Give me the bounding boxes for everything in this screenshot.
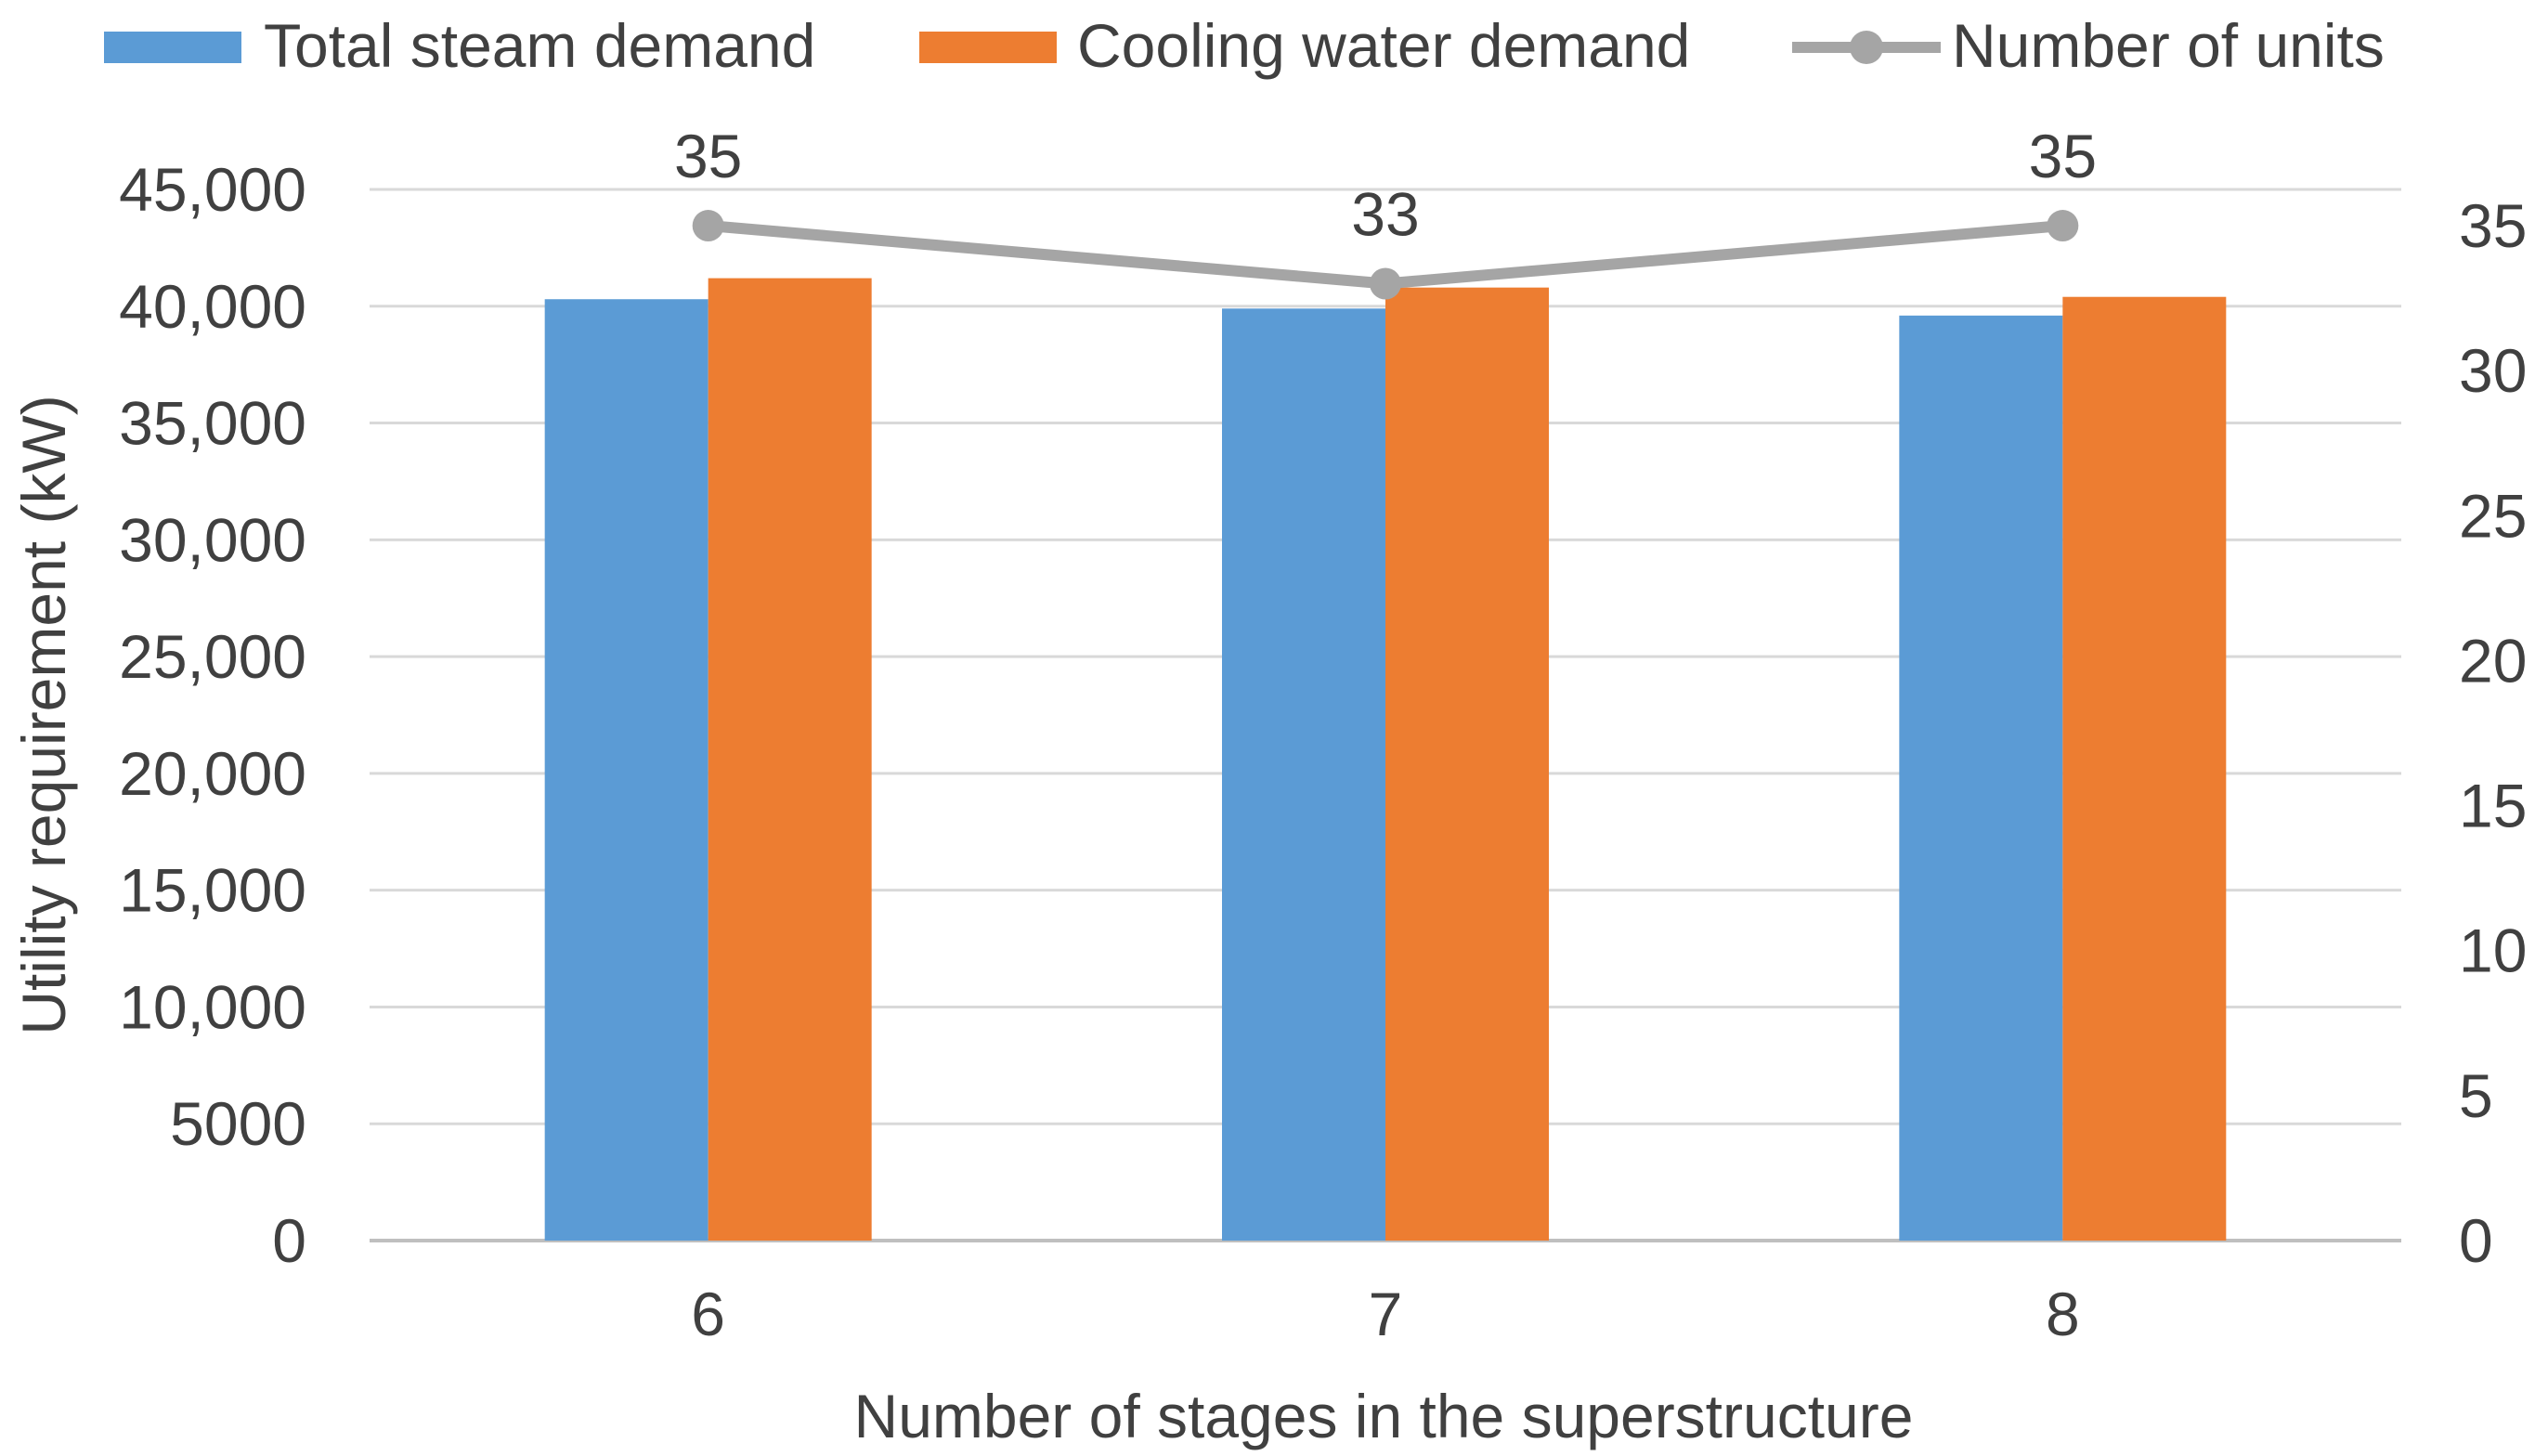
y2-tick-label: 10	[2459, 916, 2527, 985]
y-tick-label: 35,000	[119, 389, 306, 458]
legend-label-cooling-water: Cooling water demand	[1077, 11, 1690, 80]
y-tick-label: 0	[272, 1206, 306, 1275]
y-tick-label: 45,000	[119, 155, 306, 224]
bar-total-steam	[1222, 308, 1385, 1241]
y-tick-label: 10,000	[119, 972, 306, 1041]
bars	[544, 278, 2227, 1242]
number-of-units-data-label: 35	[674, 122, 742, 190]
legend: Total steam demand Cooling water demand …	[104, 11, 2385, 80]
y-axis-ticks: 0 5000 10,000 15,000 20,000 25,000 30,000 35,00…	[119, 155, 306, 1275]
y2-axis-ticks: 0 5 10 15 20 25 30 35	[2459, 191, 2527, 1275]
legend-swatch-total-steam	[104, 32, 241, 63]
y-tick-label: 40,000	[119, 272, 306, 341]
bar-cooling-water	[2062, 296, 2227, 1241]
number-of-units-data-label: 33	[1351, 179, 1419, 248]
y2-tick-label: 15	[2459, 772, 2527, 840]
y-axis-title: Utility requirement (kW)	[9, 395, 78, 1034]
x-tick-label: 7	[1369, 1280, 1403, 1348]
bar-total-steam	[1899, 315, 2063, 1242]
legend-label-number-of-units: Number of units	[1952, 11, 2385, 80]
number-of-units-data-label: 35	[2029, 122, 2097, 190]
y2-tick-label: 35	[2459, 191, 2527, 260]
number-of-units-point	[1370, 267, 1401, 300]
bar-cooling-water	[708, 278, 872, 1242]
y2-tick-label: 20	[2459, 626, 2527, 695]
legend-marker-number-of-units	[1850, 31, 1883, 64]
y-tick-label: 15,000	[119, 856, 306, 925]
legend-swatch-cooling-water	[919, 32, 1057, 63]
y-tick-label: 30,000	[119, 505, 306, 574]
x-axis-ticks: 6 7 8	[691, 1280, 2079, 1348]
bar-total-steam	[544, 299, 708, 1242]
y2-tick-label: 30	[2459, 336, 2527, 405]
number-of-units-point	[692, 210, 724, 242]
x-axis-title: Number of stages in the superstructure	[854, 1382, 1914, 1450]
y2-tick-label: 0	[2459, 1206, 2493, 1275]
y2-tick-label: 5	[2459, 1061, 2493, 1130]
x-tick-label: 6	[691, 1280, 725, 1348]
legend-label-total-steam: Total steam demand	[264, 11, 815, 80]
bar-cooling-water	[1385, 287, 1549, 1241]
y-tick-label: 20,000	[119, 739, 306, 808]
x-tick-label: 8	[2046, 1280, 2080, 1348]
number-of-units-point	[2047, 210, 2079, 242]
y-tick-label: 5000	[170, 1089, 306, 1158]
number-of-units-line: 35 33 35	[674, 122, 2097, 300]
y-tick-label: 25,000	[119, 622, 306, 691]
y2-tick-label: 25	[2459, 481, 2527, 550]
